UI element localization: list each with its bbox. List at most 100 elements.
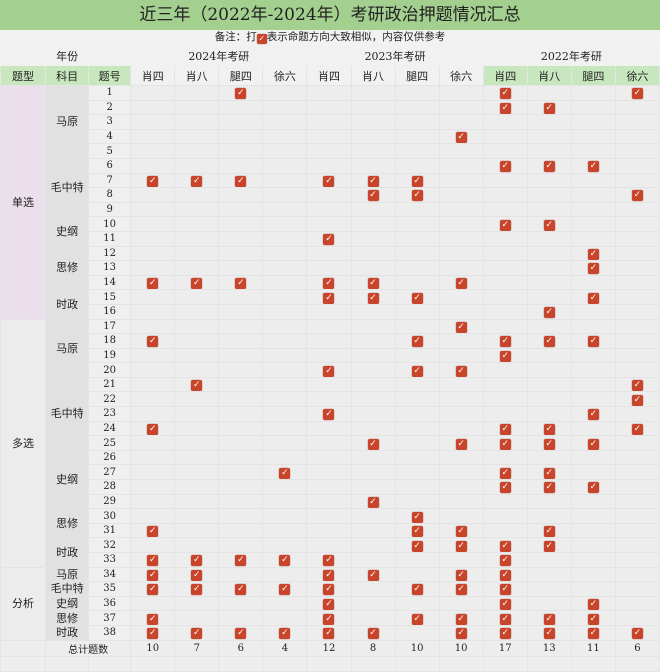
check-cell	[174, 420, 220, 437]
check-cell	[570, 216, 616, 232]
checkbox-checked-icon: ✓	[543, 540, 555, 552]
check-cell	[350, 610, 396, 626]
subject: 时政	[45, 289, 90, 320]
check-cell: ✓	[526, 624, 572, 641]
checkbox-checked-icon: ✓	[191, 380, 203, 391]
check-cell	[218, 449, 264, 466]
check-cell	[130, 99, 176, 116]
empty-row	[0, 655, 660, 672]
table-row: 31 ✓ ✓ ✓ ✓	[1, 522, 660, 539]
question-type: 多选	[0, 318, 47, 568]
check-cell	[394, 274, 440, 291]
check-cell	[262, 566, 308, 583]
subject: 毛中特	[45, 376, 90, 451]
question-number: 24	[88, 420, 132, 437]
checkbox-checked-icon: ✓	[411, 365, 423, 377]
checkbox-checked-icon: ✓	[631, 423, 643, 435]
check-cell: ✓	[482, 157, 528, 174]
checkbox-checked-icon: ✓	[323, 613, 335, 625]
check-cell	[614, 479, 660, 495]
check-cell	[614, 143, 660, 159]
table-row: 8 ✓ ✓ ✓	[1, 187, 660, 203]
check-cell	[262, 230, 308, 247]
table-row: 27 ✓ ✓ ✓	[1, 464, 660, 481]
check-cell	[262, 128, 308, 145]
header-source: 肖四	[130, 65, 176, 86]
check-cell: ✓	[394, 508, 440, 524]
check-cell	[262, 274, 308, 291]
check-cell	[262, 114, 308, 130]
question-number: 22	[88, 391, 132, 408]
check-cell	[306, 260, 352, 276]
check-cell	[350, 216, 396, 232]
question-number: 27	[88, 464, 132, 481]
total-value: 11	[570, 639, 616, 657]
check-cell	[262, 187, 308, 203]
checkbox-checked-icon: ✓	[499, 161, 511, 173]
check-cell	[482, 187, 528, 203]
checkbox-checked-icon: ✓	[455, 569, 467, 581]
check-cell: ✓	[526, 216, 572, 232]
check-cell	[482, 376, 528, 393]
check-cell	[614, 333, 660, 349]
check-cell	[526, 376, 572, 393]
check-cell	[570, 362, 616, 378]
checkbox-checked-icon: ✓	[499, 482, 511, 494]
checkbox-checked-icon: ✓	[235, 628, 247, 640]
checkbox-checked-icon: ✓	[323, 569, 335, 581]
checkbox-checked-icon: ✓	[587, 628, 599, 640]
check-cell: ✓	[438, 128, 484, 145]
table-row: 16 ✓	[1, 303, 660, 320]
check-cell	[438, 595, 484, 612]
check-cell: ✓	[570, 157, 616, 174]
check-cell	[394, 624, 440, 641]
check-cell	[526, 581, 572, 597]
check-cell	[218, 157, 264, 174]
check-cell	[262, 420, 308, 437]
subject: 毛中特	[45, 581, 90, 597]
check-cell: ✓	[482, 624, 528, 641]
check-cell	[262, 318, 308, 335]
check-cell: ✓	[570, 595, 616, 612]
check-cell: ✓	[306, 230, 352, 247]
check-cell	[614, 581, 660, 597]
check-cell: ✓	[570, 260, 616, 276]
check-cell	[438, 552, 484, 568]
check-cell	[130, 595, 176, 612]
check-cell	[130, 303, 176, 320]
checkbox-checked-icon: ✓	[367, 496, 379, 508]
check-cell	[306, 99, 352, 116]
check-cell	[570, 376, 616, 393]
check-cell: ✓	[394, 172, 440, 189]
table-row: 28 ✓ ✓ ✓	[1, 479, 660, 495]
check-cell: ✓	[306, 289, 352, 305]
check-cell: ✓	[130, 610, 176, 626]
check-cell	[218, 362, 264, 378]
check-cell	[130, 245, 176, 262]
check-cell	[174, 99, 220, 116]
check-cell	[526, 172, 572, 189]
question-number: 38	[88, 624, 132, 641]
total-value: 7	[174, 639, 220, 657]
question-number: 32	[88, 537, 132, 553]
check-cell	[438, 143, 484, 159]
checkbox-checked-icon: ✓	[235, 584, 247, 596]
check-cell	[614, 464, 660, 481]
total-value: 6	[614, 639, 660, 657]
check-cell	[130, 114, 176, 130]
check-cell: ✓	[350, 187, 396, 203]
check-cell: ✓	[570, 406, 616, 422]
check-cell	[350, 128, 396, 145]
check-cell	[482, 172, 528, 189]
check-cell: ✓	[438, 318, 484, 335]
checkbox-checked-icon: ✓	[147, 526, 159, 537]
check-cell: ✓	[526, 420, 572, 437]
checkbox-checked-icon: ✓	[323, 278, 335, 289]
header-source: 肖四	[482, 65, 528, 86]
check-cell: ✓	[174, 274, 220, 291]
check-cell	[130, 260, 176, 276]
check-cell	[130, 435, 176, 451]
checkbox-checked-icon: ✓	[191, 569, 203, 581]
checkbox-checked-icon: ✓	[543, 102, 555, 114]
check-cell: ✓	[526, 479, 572, 495]
